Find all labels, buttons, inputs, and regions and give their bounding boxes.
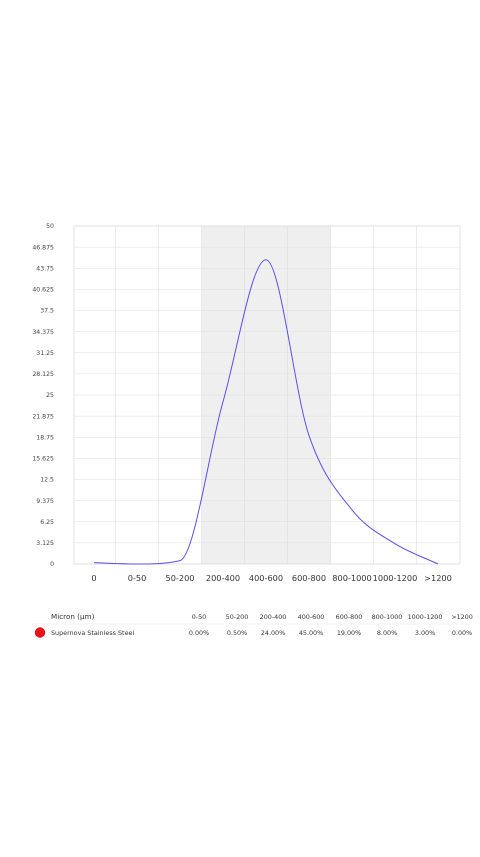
y-tick-label: 28.125 xyxy=(32,371,54,378)
table-column-header: >1200 xyxy=(451,613,473,621)
y-tick-label: 34.375 xyxy=(32,329,54,336)
y-tick-label: 37.5 xyxy=(40,308,54,315)
y-tick-label: 9.375 xyxy=(36,498,54,505)
table-column-header: 200-400 xyxy=(260,613,287,621)
x-tick-label: >1200 xyxy=(424,573,452,583)
x-tick-label: 200-400 xyxy=(206,573,240,583)
y-tick-label: 6.25 xyxy=(40,519,54,526)
y-tick-label: 25 xyxy=(46,392,54,399)
table-cell: 0.00% xyxy=(189,629,209,637)
data-table: Micron (μm) 0-50 50-200 200-400 400-600 600-8… xyxy=(32,612,473,638)
table-column-header: 50-200 xyxy=(226,613,249,621)
y-tick-label: 18.75 xyxy=(36,434,54,441)
y-tick-label: 3.125 xyxy=(36,540,54,547)
x-tick-label: 1000-1200 xyxy=(373,573,418,583)
y-tick-label: 0 xyxy=(50,561,54,568)
y-tick-label: 31.25 xyxy=(36,350,54,357)
table-column-header: 600-800 xyxy=(336,613,363,621)
table-header-label: Micron (μm) xyxy=(51,612,95,621)
table-cell: 8.00% xyxy=(377,629,397,637)
table-cell: 3.00% xyxy=(415,629,435,637)
series-color-dot xyxy=(35,627,45,637)
y-tick-label: 21.875 xyxy=(32,413,54,420)
table-cell: 0.00% xyxy=(452,629,472,637)
x-tick-label: 600-800 xyxy=(292,573,326,583)
y-tick-label: 40.625 xyxy=(32,287,54,294)
x-tick-label: 0-50 xyxy=(128,573,147,583)
y-tick-label: 43.75 xyxy=(36,265,54,272)
y-tick-label: 50 xyxy=(46,223,54,230)
table-cell: 45.00% xyxy=(299,629,323,637)
x-axis-tick-labels: 0 0-50 50-200 200-400 400-600 600-800 800-1000… xyxy=(91,573,451,583)
y-axis-tick-labels: 0 3.125 6.25 9.375 12.5 15.625 18.75 21.875 25 28… xyxy=(32,223,54,568)
x-tick-label: 800-1000 xyxy=(332,573,371,583)
x-tick-label: 0 xyxy=(91,573,96,583)
table-row-label: Supernova Stainless Steel xyxy=(51,629,134,637)
x-tick-label: 400-600 xyxy=(249,573,283,583)
y-tick-label: 15.625 xyxy=(32,456,54,463)
table-column-header: 800-1000 xyxy=(372,613,403,621)
table-cell: 24.00% xyxy=(261,629,285,637)
x-tick-label: 50-200 xyxy=(165,573,194,583)
table-column-header: 1000-1200 xyxy=(408,613,443,621)
y-tick-label: 46.875 xyxy=(32,244,54,251)
table-column-header: 0-50 xyxy=(192,613,207,621)
table-column-header: 400-600 xyxy=(298,613,325,621)
y-tick-label: 12.5 xyxy=(40,477,54,484)
table-cell: 0.50% xyxy=(227,629,247,637)
table-cell: 19.00% xyxy=(337,629,361,637)
